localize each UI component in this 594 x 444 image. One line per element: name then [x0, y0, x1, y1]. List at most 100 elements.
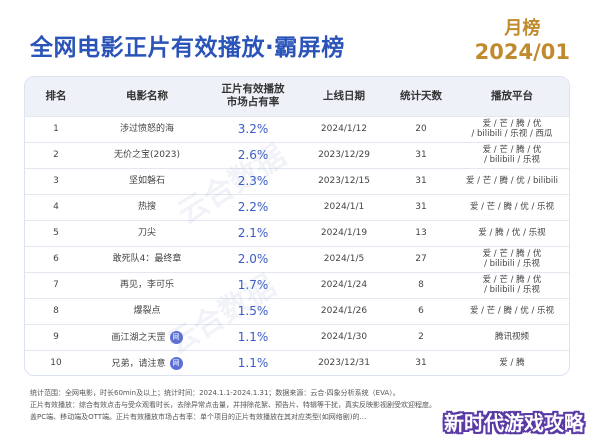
- rank-cell-text: 3: [53, 175, 59, 186]
- platform-cell-text: 爱 / 芒 / 腾 / 优 / bilibili / 乐视: [482, 274, 542, 296]
- table-row: 8 爆裂点 1.5% 2024/1/26 6 爱 / 芒 / 腾 / 优 / 乐视: [25, 297, 569, 324]
- movie-name-cell-text: 涉过愤怒的海: [119, 123, 174, 134]
- movie-name-cell-text: 画江湖之天罡: [111, 332, 166, 343]
- market-share-cell-text: 1.1%: [237, 355, 269, 370]
- platform-cell: 爱 / 芒 / 腾 / 优 / bilibili / 乐视: [453, 141, 569, 168]
- platform-cell-text: 爱 / 芒 / 腾 / 优 / bilibili / 乐视: [482, 144, 542, 166]
- stat-days-cell-text: 13: [415, 227, 427, 238]
- platform-cell-text: 爱 / 芒 / 腾 / 优 / bilibili / 乐视 / 西瓜: [471, 118, 553, 140]
- ranking-table: 排名 电影名称 正片有效播放 市场占有率 上线日期 统计天数 播放平台 1 涉过愤怒的海 3.…: [25, 77, 569, 375]
- platform-cell: 爱 / 芒 / 腾 / 优 / 乐视: [453, 193, 569, 220]
- platform-cell-text: 爱 / 芒 / 腾 / 优 / bilibili / 乐视: [482, 248, 542, 270]
- stat-days-cell: 8: [389, 271, 453, 298]
- table-row: 5 刀尖 2.1% 2024/1/19 13 爱 / 腾 / 优 / 乐视: [25, 219, 569, 246]
- movie-name-cell: 兄弟，请注意网: [87, 349, 207, 375]
- rank-cell: 10: [25, 349, 87, 375]
- platform-cell-text: 爱 / 芒 / 腾 / 优 / 乐视: [469, 305, 555, 316]
- platform-cell: 爱 / 芒 / 腾 / 优 / bilibili / 乐视: [453, 271, 569, 298]
- rank-cell-text: 1: [53, 123, 59, 134]
- market-share-cell: 1.5%: [207, 297, 299, 324]
- footer-line-2: 正片有效播放：综合有效点击与受众观看时长，去除异常点击量，并排除花絮、预告片、特…: [30, 401, 436, 409]
- ranking-table-container: 排名 电影名称 正片有效播放 市场占有率 上线日期 统计天数 播放平台 1 涉过愤怒的海 3.…: [24, 76, 570, 376]
- rank-cell-text: 6: [53, 253, 59, 264]
- market-share-cell-text: 2.0%: [237, 251, 269, 266]
- platform-cell-text: 腾讯视频: [494, 331, 529, 342]
- release-date-cell: 2024/1/26: [299, 297, 389, 324]
- footer-line-3: 盖PC端、移动端及OTT端。正片有效播放市场占有率：单个项目的正片有效播放在其对…: [30, 413, 367, 421]
- footer-line-1: 统计范围：全网电影，时长60min及以上；统计时间：2024.1.1-2024.…: [30, 389, 400, 397]
- stat-days-cell-text: 31: [415, 175, 427, 186]
- release-date-cell: 2024/1/12: [299, 115, 389, 142]
- footer-notes: 统计范围：全网电影，时长60min及以上；统计时间：2024.1.1-2024.…: [30, 387, 570, 423]
- market-share-cell: 2.1%: [207, 219, 299, 246]
- release-date-cell-text: 2023/12/31: [318, 357, 370, 368]
- column-header: 统计天数: [389, 77, 453, 116]
- movie-name-cell: 坚如磐石: [87, 167, 207, 194]
- market-share-cell: 1.7%: [207, 271, 299, 298]
- release-date-cell: 2023/12/15: [299, 167, 389, 194]
- market-share-cell-text: 1.5%: [237, 303, 269, 318]
- movie-name-cell-text: 无价之宝(2023): [114, 149, 180, 160]
- period-badge: 月榜 2024/01: [475, 18, 570, 64]
- market-share-cell: 2.0%: [207, 245, 299, 272]
- release-date-cell: 2024/1/19: [299, 219, 389, 246]
- market-share-cell-text: 1.7%: [237, 277, 269, 292]
- column-header: 电影名称: [87, 77, 207, 116]
- release-date-cell-text: 2023/12/15: [318, 175, 370, 186]
- table-row: 10 兄弟，请注意网 1.1% 2023/12/31 31 爱 / 腾: [25, 349, 569, 375]
- rank-cell: 4: [25, 193, 87, 220]
- release-date-cell-text: 2023/12/29: [318, 149, 370, 160]
- rank-cell-text: 2: [53, 149, 59, 160]
- market-share-cell: 2.3%: [207, 167, 299, 194]
- network-movie-badge: 网: [169, 356, 183, 370]
- rank-cell-text: 8: [53, 305, 59, 316]
- stat-days-cell-text: 31: [415, 201, 427, 212]
- rank-cell-text: 10: [50, 357, 62, 368]
- stat-days-cell: 31: [389, 349, 453, 375]
- market-share-cell: 1.1%: [207, 349, 299, 375]
- movie-name-cell: 无价之宝(2023): [87, 141, 207, 168]
- movie-name-cell-text: 敢死队4：最终章: [112, 253, 182, 264]
- rank-cell: 2: [25, 141, 87, 168]
- stat-days-cell: 31: [389, 193, 453, 220]
- movie-name-cell-text: 坚如磐石: [128, 175, 165, 186]
- column-header: 正片有效播放 市场占有率: [207, 77, 299, 116]
- market-share-cell-text: 2.3%: [237, 173, 269, 188]
- rank-cell: 8: [25, 297, 87, 324]
- network-movie-badge: 网: [169, 330, 183, 344]
- badge-period: 2024/01: [474, 40, 570, 64]
- release-date-cell-text: 2024/1/5: [323, 253, 365, 264]
- stat-days-cell: 2: [389, 323, 453, 350]
- platform-cell-text: 爱 / 芒 / 腾 / 优 / 乐视: [469, 201, 555, 212]
- platform-cell-text: 爱 / 腾: [499, 358, 525, 368]
- rank-cell: 3: [25, 167, 87, 194]
- rank-cell: 9: [25, 323, 87, 350]
- table-body: 1 涉过愤怒的海 3.2% 2024/1/12 20 爱 / 芒 / 腾 / 优 / bi…: [25, 115, 569, 375]
- rank-cell: 7: [25, 271, 87, 298]
- table-row: 2 无价之宝(2023) 2.6% 2023/12/29 31 爱 / 芒 / 腾 / 优…: [25, 141, 569, 168]
- release-date-cell: 2024/1/5: [299, 245, 389, 272]
- release-date-cell: 2023/12/31: [299, 349, 389, 375]
- column-header: 上线日期: [299, 77, 389, 116]
- stat-days-cell-text: 20: [415, 123, 427, 134]
- platform-cell: 爱 / 芒 / 腾 / 优 / bilibili / 乐视 / 西瓜: [453, 115, 569, 142]
- movie-name-cell-text: 兄弟，请注意: [111, 358, 166, 369]
- table-row: 9 画江湖之天罡网 1.1% 2024/1/30 2 腾讯视频: [25, 323, 569, 350]
- stat-days-cell: 13: [389, 219, 453, 246]
- rank-cell-text: 4: [53, 201, 59, 212]
- movie-name-cell: 再见，李可乐: [87, 271, 207, 298]
- column-header: 排名: [25, 77, 87, 116]
- platform-cell-text: 爱 / 芒 / 腾 / 优 / bilibili: [465, 175, 559, 186]
- release-date-cell: 2024/1/24: [299, 271, 389, 298]
- stat-days-cell: 6: [389, 297, 453, 324]
- table-row: 6 敢死队4：最终章 2.0% 2024/1/5 27 爱 / 芒 / 腾 / 优 / b…: [25, 245, 569, 272]
- platform-cell: 爱 / 腾 / 优 / 乐视: [453, 219, 569, 246]
- movie-name-cell-text: 爆裂点: [133, 305, 161, 316]
- market-share-cell-text: 3.2%: [237, 121, 269, 136]
- movie-name-cell-text: 热搜: [137, 201, 156, 212]
- movie-name-cell: 敢死队4：最终章: [87, 245, 207, 272]
- platform-cell-text: 爱 / 腾 / 优 / 乐视: [478, 227, 546, 238]
- rank-cell: 1: [25, 115, 87, 142]
- stat-days-cell-text: 6: [418, 305, 424, 316]
- stat-days-cell-text: 8: [418, 279, 424, 290]
